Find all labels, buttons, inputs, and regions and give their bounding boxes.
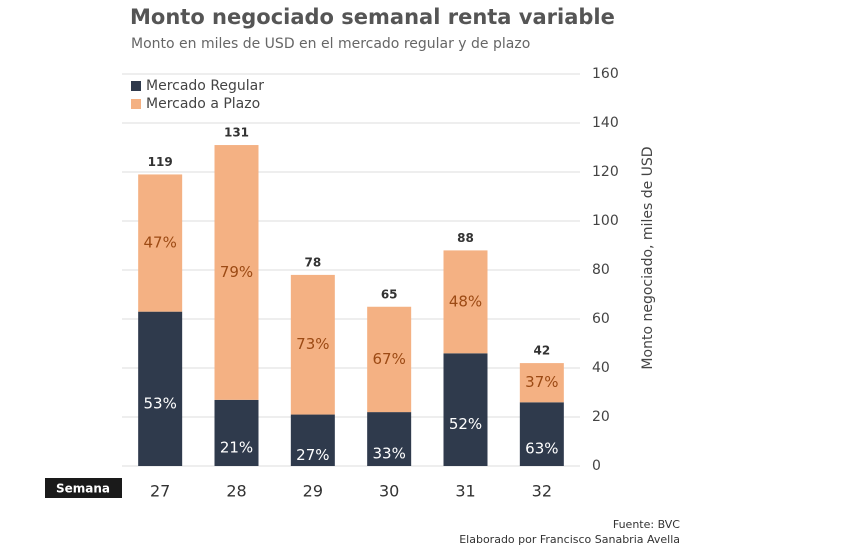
bar-segment xyxy=(443,250,488,354)
bar-segment xyxy=(138,311,183,466)
total-label: 65 xyxy=(381,287,398,301)
x-tick-label: 29 xyxy=(303,482,323,501)
legend-swatch xyxy=(131,81,141,91)
y-tick-label: 40 xyxy=(592,360,610,376)
share-label: 47% xyxy=(143,234,176,252)
legend-swatch xyxy=(131,99,141,109)
x-tick-label: 31 xyxy=(455,482,475,501)
y-axis-title: Monto negociado, miles de USD xyxy=(640,146,656,369)
chart-title: Monto negociado semanal renta variable xyxy=(130,5,615,29)
source: Fuente: BVC xyxy=(613,518,680,531)
y-tick-label: 0 xyxy=(592,458,601,474)
share-label: 63% xyxy=(525,440,558,458)
bar-segment xyxy=(367,306,412,413)
total-label: 78 xyxy=(304,255,321,269)
x-tick-label: 27 xyxy=(150,482,170,501)
total-label: 119 xyxy=(148,155,173,169)
bar-segment xyxy=(214,399,259,466)
share-label: 67% xyxy=(372,350,405,368)
chart-subtitle: Monto en miles de USD en el mercado regu… xyxy=(131,36,530,52)
y-tick-label: 100 xyxy=(592,213,619,229)
bar-segment xyxy=(214,145,259,400)
y-tick-label: 120 xyxy=(592,164,619,180)
share-label: 53% xyxy=(143,394,176,412)
y-tick-label: 80 xyxy=(592,262,610,278)
share-label: 21% xyxy=(220,438,253,456)
total-label: 131 xyxy=(224,126,249,140)
credit: Elaborado por Francisco Sanabria Avella xyxy=(459,533,680,546)
total-label: 42 xyxy=(533,344,550,358)
share-label: 79% xyxy=(220,263,253,281)
share-label: 33% xyxy=(372,445,405,463)
share-label: 37% xyxy=(525,373,558,391)
bar-segment xyxy=(519,363,564,403)
bar-segment xyxy=(367,412,412,466)
y-tick-label: 20 xyxy=(592,409,610,425)
bar-segment xyxy=(290,274,335,415)
y-tick-label: 140 xyxy=(592,115,619,131)
legend-label: Mercado a Plazo xyxy=(146,96,260,112)
share-label: 48% xyxy=(449,292,482,310)
share-label: 52% xyxy=(449,415,482,433)
bar-segment xyxy=(290,414,335,466)
total-label: 88 xyxy=(457,231,474,245)
x-axis-title: Semana xyxy=(56,482,110,496)
y-tick-label: 160 xyxy=(592,66,619,82)
bar-segment xyxy=(443,353,488,466)
x-axis-title-box xyxy=(45,478,122,498)
x-tick-label: 30 xyxy=(379,482,399,501)
share-label: 27% xyxy=(296,446,329,464)
x-tick-label: 32 xyxy=(532,482,552,501)
legend-label: Mercado Regular xyxy=(146,78,264,94)
bar-segment xyxy=(138,174,183,312)
y-tick-label: 60 xyxy=(592,311,610,327)
share-label: 73% xyxy=(296,335,329,353)
x-tick-label: 28 xyxy=(226,482,246,501)
bar-segment xyxy=(519,402,564,466)
